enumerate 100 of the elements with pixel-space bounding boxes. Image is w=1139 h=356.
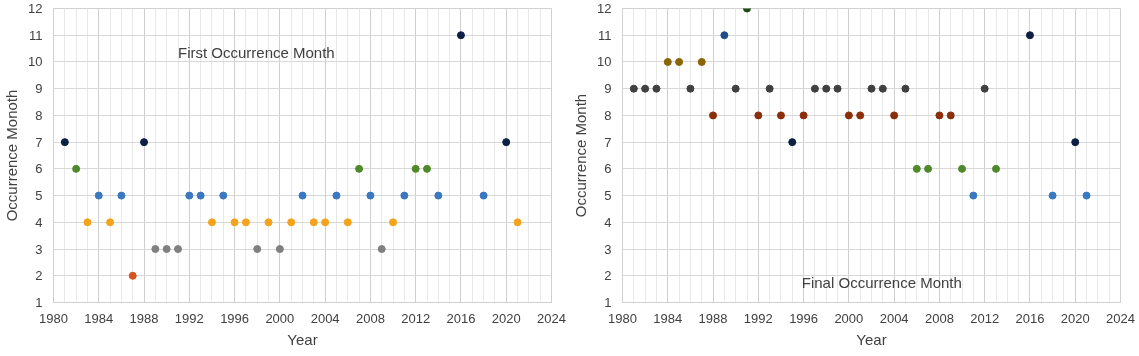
x-tick-label: 2020 [491,310,521,326]
y-tick-label: 8 [604,107,612,123]
point [128,271,137,280]
point [935,111,944,120]
y-tick-label: 9 [604,81,612,97]
point [776,111,785,120]
y-tick-label: 10 [28,54,43,70]
y-tick-label: 3 [35,241,43,257]
x-tick-label: 1984 [84,310,114,326]
point [720,31,729,40]
point [833,84,842,93]
point [788,138,797,147]
point [298,191,307,200]
point [355,164,364,173]
y-tick-label: 1 [35,295,43,310]
point [641,84,650,93]
y-tick-label: 5 [35,188,43,204]
y-tick-label: 9 [35,81,43,97]
x-tick-label: 2016 [1015,310,1045,326]
x-tick-label: 2024 [1106,310,1135,326]
y-tick-label: 6 [604,161,612,177]
y-tick-label: 12 [597,1,612,16]
point [502,138,511,147]
point [709,111,718,120]
text: Final Occurrence Month [801,273,962,291]
point [810,84,819,93]
y-tick-label: 7 [35,134,43,150]
x-tick-label: 1988 [129,310,159,326]
point [946,111,955,120]
y-tick-label: 5 [604,188,612,204]
x-tick-label: 1984 [653,310,683,326]
y-tick-label: 8 [35,107,43,123]
point [663,57,672,66]
point [1025,31,1034,40]
point [174,245,182,254]
point [264,218,273,227]
y-tick-label: 11 [598,27,612,43]
point [1071,138,1080,147]
x-tick-label: 2024 [537,310,566,326]
x-tick-label: 1992 [174,310,204,326]
x-tick-label: 1996 [220,310,250,326]
point [253,245,262,254]
x-tick-label: 2008 [924,310,954,326]
point [106,218,115,227]
point [366,191,375,200]
x-tick-label: 2000 [834,310,864,326]
point [901,84,910,93]
y-tick-label: 10 [597,54,612,70]
point [321,218,330,227]
point [117,191,126,200]
point [867,84,876,93]
point [456,31,465,40]
x-tick-label: 2012 [401,310,431,326]
x-axis-title: Year [287,330,318,348]
point [389,218,398,227]
y-tick-label: 2 [604,268,612,284]
point [479,191,488,200]
y-tick-label: 4 [604,214,612,230]
x-tick-label: 2020 [1060,310,1090,326]
point [400,191,409,200]
point [94,191,103,200]
x-axis-title: Year [856,330,887,348]
point [513,218,522,227]
point [162,245,171,254]
x-tick-label: 2004 [879,310,909,326]
point [185,191,194,200]
point [799,111,808,120]
point [731,84,740,93]
point [958,164,967,173]
x-tick-label: 1988 [698,310,728,326]
point [912,164,921,173]
x-tick-label: 2016 [446,310,476,326]
y-axis-title: Occurrence Monoth [3,89,21,222]
point [765,84,774,93]
point [992,164,1000,173]
point [754,111,763,120]
y-tick-label: 11 [29,27,43,43]
point [207,218,216,227]
x-tick-label: 2000 [265,310,295,326]
y-tick-label: 2 [35,268,43,284]
text: First Occurrence Month [178,44,335,62]
point [856,111,865,120]
x-tick-label: 1980 [608,310,637,326]
point [151,245,160,254]
point [241,218,250,227]
point [196,191,205,200]
y-tick-label: 12 [28,1,43,16]
y-tick-label: 3 [604,241,612,257]
y-axis-title: Occurrence Month [572,93,590,218]
point [1048,191,1057,200]
point [287,218,296,227]
point [140,138,149,147]
point [72,164,81,173]
point [822,84,831,93]
point [1082,191,1091,200]
y-tick-label: 1 [604,295,612,310]
y-tick-label: 4 [35,214,43,230]
point [652,84,661,93]
point [219,191,228,200]
x-tick-label: 2012 [970,310,1000,326]
